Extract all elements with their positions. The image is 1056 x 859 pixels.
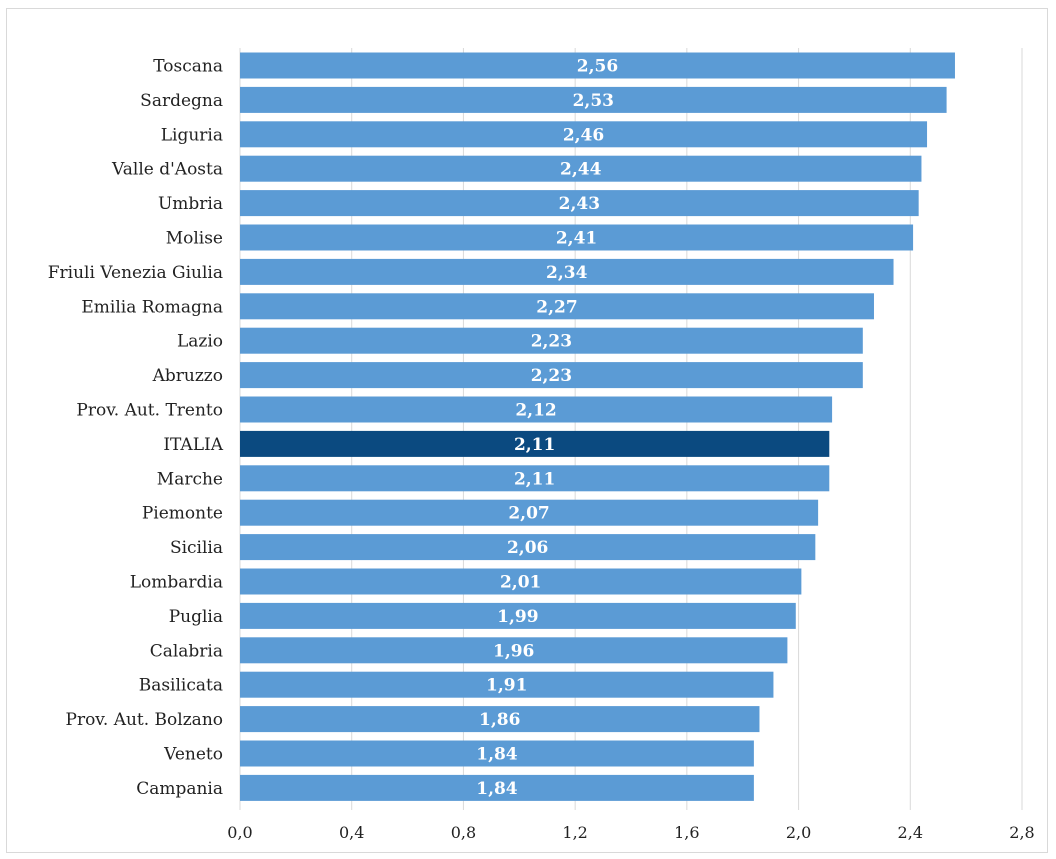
bar-12	[240, 465, 830, 492]
category-label-3: Valle d'Aosta	[111, 160, 223, 180]
value-label-21: 1,84	[476, 779, 518, 799]
bar-13	[240, 499, 819, 526]
category-label-1: Sardegna	[140, 91, 223, 111]
x-tick-label-1: 0,4	[339, 823, 364, 842]
bar-11	[240, 430, 830, 457]
value-label-16: 1,99	[497, 607, 538, 627]
category-label-4: Umbria	[158, 194, 223, 214]
category-label-6: Friuli Venezia Giulia	[48, 263, 223, 283]
category-label-12: Marche	[157, 469, 223, 489]
category-label-0: Toscana	[153, 57, 223, 77]
category-label-11: ITALIA	[163, 435, 223, 455]
category-label-21: Campania	[136, 779, 223, 799]
value-label-9: 2,23	[531, 366, 572, 386]
value-label-13: 2,07	[508, 504, 549, 524]
bar-5	[240, 224, 914, 251]
value-label-5: 2,41	[556, 229, 597, 249]
bar-9	[240, 362, 863, 389]
category-label-13: Piemonte	[142, 504, 223, 524]
bar-3	[240, 155, 922, 182]
category-label-20: Veneto	[163, 745, 223, 765]
category-label-8: Lazio	[177, 332, 223, 352]
bar-18	[240, 671, 774, 698]
value-label-17: 1,96	[493, 641, 534, 661]
x-tick-label-7: 2,8	[1009, 823, 1034, 842]
value-label-15: 2,01	[500, 573, 541, 593]
value-label-3: 2,44	[560, 160, 602, 180]
bar-21	[240, 774, 754, 801]
bar-1	[240, 86, 947, 113]
bar-4	[240, 190, 919, 217]
value-label-2: 2,46	[563, 125, 604, 145]
category-label-17: Calabria	[150, 641, 223, 661]
value-label-0: 2,56	[577, 57, 618, 77]
bar-10	[240, 396, 833, 423]
category-label-5: Molise	[166, 229, 223, 249]
bar-0	[240, 52, 955, 79]
value-label-14: 2,06	[507, 538, 548, 558]
category-label-18: Basilicata	[139, 676, 223, 696]
value-label-10: 2,12	[515, 401, 556, 421]
bar-6	[240, 258, 894, 285]
value-label-8: 2,23	[531, 332, 572, 352]
category-label-7: Emilia Romagna	[81, 297, 223, 317]
x-tick-label-0: 0,0	[227, 823, 252, 842]
value-label-12: 2,11	[514, 469, 555, 489]
category-label-15: Lombardia	[130, 573, 223, 593]
category-label-9: Abruzzo	[152, 366, 223, 386]
category-label-14: Sicilia	[170, 538, 223, 558]
category-label-2: Liguria	[161, 125, 223, 145]
x-tick-label-4: 1,6	[674, 823, 699, 842]
bar-17	[240, 637, 788, 664]
bar-14	[240, 534, 816, 561]
bar-16	[240, 602, 796, 629]
value-label-20: 1,84	[476, 745, 518, 765]
x-tick-label-2: 0,8	[451, 823, 476, 842]
category-label-16: Puglia	[169, 607, 223, 627]
bar-2	[240, 121, 928, 148]
category-label-10: Prov. Aut. Trento	[76, 401, 223, 421]
bar-15	[240, 568, 802, 595]
bar-7	[240, 293, 874, 320]
value-label-1: 2,53	[573, 91, 614, 111]
value-label-4: 2,43	[559, 194, 600, 214]
value-label-18: 1,91	[486, 676, 527, 696]
bar-20	[240, 740, 754, 767]
bar-19	[240, 706, 760, 733]
bar-8	[240, 327, 863, 354]
x-tick-label-3: 1,2	[562, 823, 587, 842]
x-tick-label-5: 2,0	[786, 823, 811, 842]
value-label-7: 2,27	[536, 297, 577, 317]
value-label-11: 2,11	[514, 435, 555, 455]
value-label-6: 2,34	[546, 263, 588, 283]
x-tick-label-6: 2,4	[898, 823, 923, 842]
value-label-19: 1,86	[479, 710, 520, 730]
category-label-19: Prov. Aut. Bolzano	[66, 710, 224, 730]
